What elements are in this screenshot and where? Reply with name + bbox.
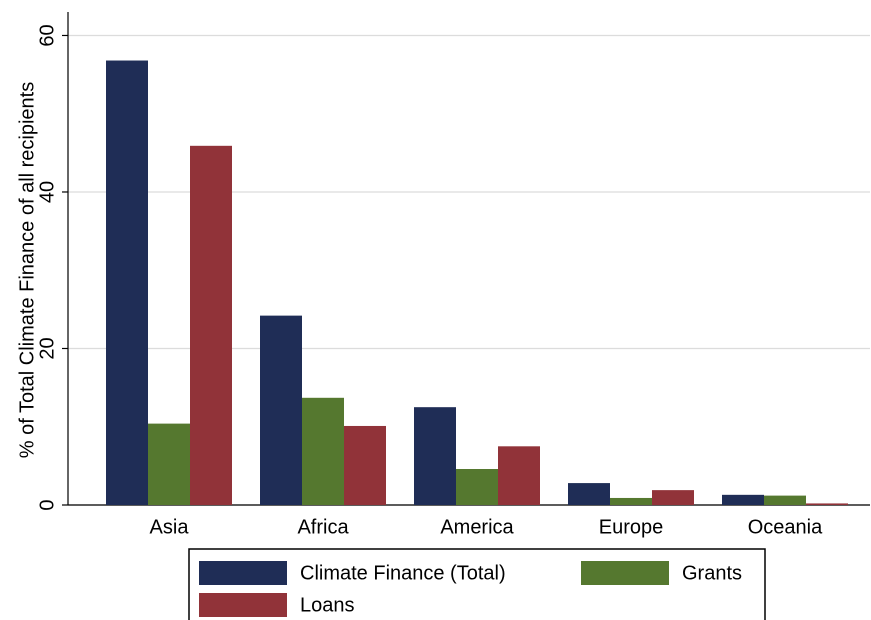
bar [568,483,610,505]
legend-label: Climate Finance (Total) [300,562,506,584]
legend-label: Loans [300,594,355,616]
x-tick-label: Africa [297,516,349,538]
bar [260,315,302,505]
bar [764,495,806,505]
x-tick-label: Asia [150,516,190,538]
x-tick-label: Europe [599,516,664,538]
legend-label: Grants [682,562,742,584]
bar [190,145,232,506]
bar [610,497,652,505]
y-tick-label: 0 [36,499,58,510]
bar [148,423,190,505]
legend-swatch [581,561,669,585]
bar [722,494,764,505]
legend-swatch [199,561,287,585]
legend-swatch [199,593,287,617]
bar [806,503,848,505]
y-axis-label: % of Total Climate Finance of all recipi… [16,82,38,458]
bar [106,60,148,506]
x-tick-label: America [440,516,514,538]
bar [302,397,344,505]
y-tick-label: 40 [36,181,58,203]
y-tick-label: 20 [36,337,58,359]
bar [652,490,694,505]
y-tick-label: 60 [36,24,58,46]
bar [456,469,498,505]
x-tick-label: Oceania [748,516,823,538]
bar [498,446,540,505]
bar [414,407,456,505]
bar [344,425,386,505]
